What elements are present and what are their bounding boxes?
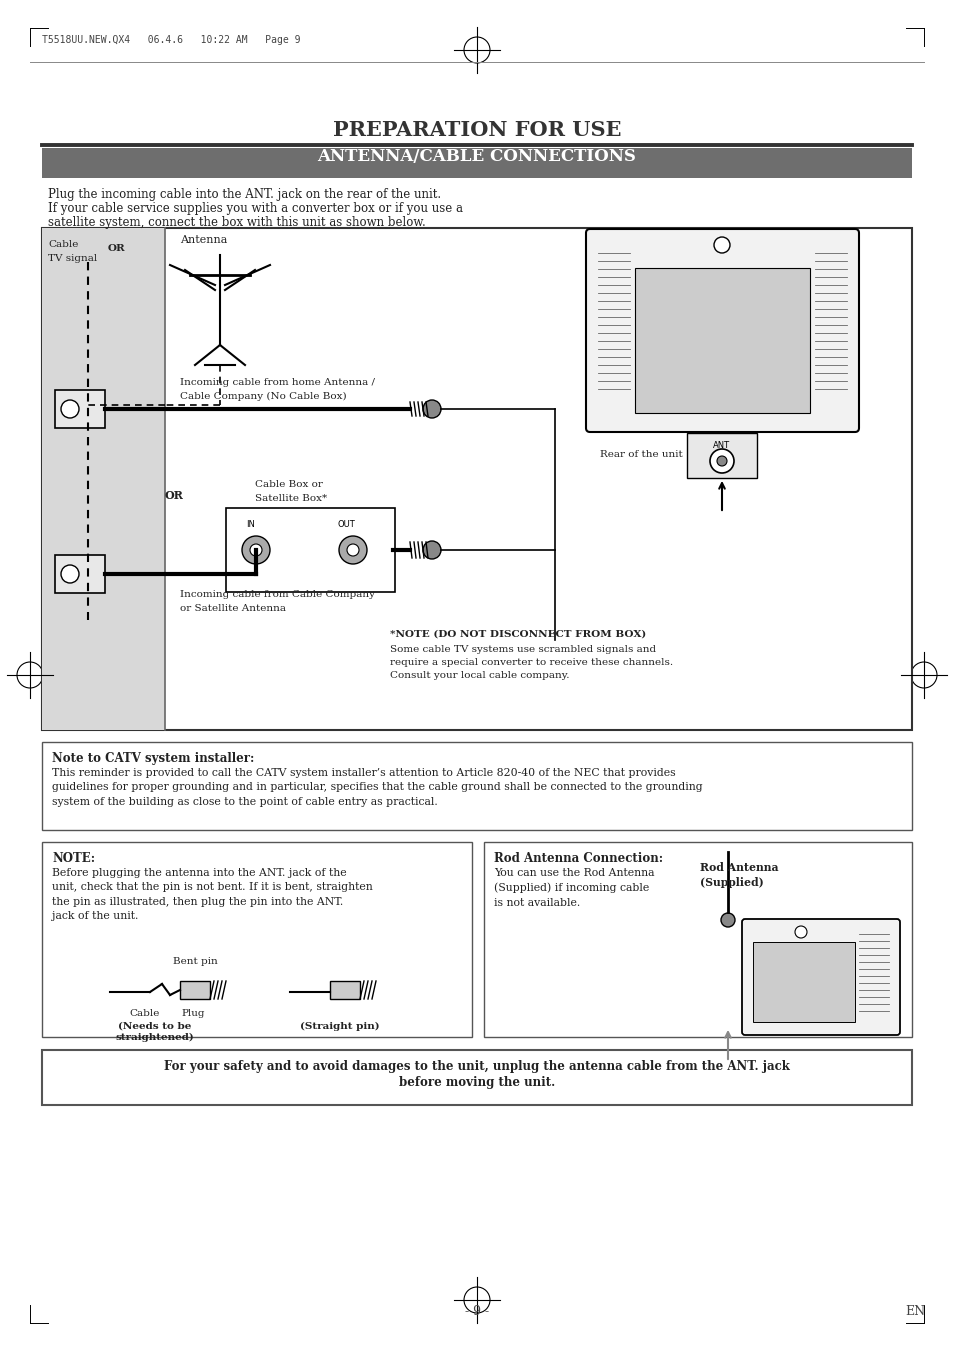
Text: Rear of the unit: Rear of the unit xyxy=(599,450,682,459)
Bar xyxy=(42,228,911,730)
Circle shape xyxy=(720,913,734,927)
FancyBboxPatch shape xyxy=(585,230,858,432)
Text: Plug the incoming cable into the ANT. jack on the rear of the unit.: Plug the incoming cable into the ANT. ja… xyxy=(48,188,440,201)
Text: PREPARATION FOR USE: PREPARATION FOR USE xyxy=(333,120,620,141)
Text: or Satellite Antenna: or Satellite Antenna xyxy=(180,604,286,613)
Text: (Needs to be
straightened): (Needs to be straightened) xyxy=(115,1021,194,1042)
Text: *NOTE (DO NOT DISCONNECT FROM BOX): *NOTE (DO NOT DISCONNECT FROM BOX) xyxy=(390,630,645,639)
Bar xyxy=(330,981,359,998)
Text: Incoming cable from home Antenna /: Incoming cable from home Antenna / xyxy=(180,378,375,386)
Bar xyxy=(180,981,210,998)
Text: Note to CATV system installer:: Note to CATV system installer: xyxy=(52,753,254,765)
Text: NOTE:: NOTE: xyxy=(52,852,95,865)
Text: For your safety and to avoid damages to the unit, unplug the antenna cable from : For your safety and to avoid damages to … xyxy=(164,1061,789,1073)
Circle shape xyxy=(61,400,79,417)
Circle shape xyxy=(347,544,358,557)
Text: (Straight pin): (Straight pin) xyxy=(300,1021,379,1031)
Bar xyxy=(483,842,911,1038)
Text: Incoming cable from Cable Company: Incoming cable from Cable Company xyxy=(180,590,375,598)
Circle shape xyxy=(422,400,440,417)
Circle shape xyxy=(713,236,729,253)
Bar xyxy=(42,228,165,730)
Text: Plug: Plug xyxy=(181,1009,205,1019)
Text: Cable: Cable xyxy=(130,1009,160,1019)
Circle shape xyxy=(717,457,726,466)
Text: Cable Company (No Cable Box): Cable Company (No Cable Box) xyxy=(180,392,346,401)
Bar xyxy=(686,434,757,478)
Circle shape xyxy=(794,925,806,938)
Text: TV signal: TV signal xyxy=(48,254,97,263)
Circle shape xyxy=(709,449,733,473)
Text: Rod Antenna Connection:: Rod Antenna Connection: xyxy=(494,852,662,865)
Bar xyxy=(55,390,105,428)
Text: OR: OR xyxy=(108,245,126,253)
Text: Some cable TV systems use scrambled signals and
require a special converter to r: Some cable TV systems use scrambled sign… xyxy=(390,644,673,680)
Text: EN: EN xyxy=(904,1305,924,1319)
Circle shape xyxy=(250,544,262,557)
Text: Rod Antenna
(Supplied): Rod Antenna (Supplied) xyxy=(700,862,778,888)
Circle shape xyxy=(61,565,79,584)
Text: You can use the Rod Antenna
(Supplied) if incoming cable
is not available.: You can use the Rod Antenna (Supplied) i… xyxy=(494,867,654,908)
Text: Before plugging the antenna into the ANT. jack of the
unit, check that the pin i: Before plugging the antenna into the ANT… xyxy=(52,867,373,921)
Text: ANT: ANT xyxy=(713,440,730,450)
Text: ANTENNA/CABLE CONNECTIONS: ANTENNA/CABLE CONNECTIONS xyxy=(317,149,636,165)
Text: Cable: Cable xyxy=(48,240,78,249)
Bar xyxy=(55,555,105,593)
Text: IN: IN xyxy=(246,520,254,530)
Bar xyxy=(42,149,911,178)
Text: Cable Box or: Cable Box or xyxy=(254,480,322,489)
Bar xyxy=(42,842,472,1038)
Bar xyxy=(752,942,854,1021)
Text: Satellite Box*: Satellite Box* xyxy=(254,494,327,503)
Text: If your cable service supplies you with a converter box or if you use a: If your cable service supplies you with … xyxy=(48,203,462,215)
Text: This reminder is provided to call the CATV system installer’s attention to Artic: This reminder is provided to call the CA… xyxy=(52,767,702,807)
Text: T5518UU.NEW.QX4   06.4.6   10:22 AM   Page 9: T5518UU.NEW.QX4 06.4.6 10:22 AM Page 9 xyxy=(42,35,300,45)
FancyBboxPatch shape xyxy=(226,508,395,592)
Bar xyxy=(42,1050,911,1105)
Text: satellite system, connect the box with this unit as shown below.: satellite system, connect the box with t… xyxy=(48,216,425,230)
Text: OR: OR xyxy=(165,490,184,501)
Bar xyxy=(635,267,809,413)
Text: - 9 -: - 9 - xyxy=(464,1305,489,1319)
Circle shape xyxy=(242,536,270,563)
Bar xyxy=(42,742,911,830)
Circle shape xyxy=(422,540,440,559)
Circle shape xyxy=(338,536,367,563)
FancyBboxPatch shape xyxy=(741,919,899,1035)
Text: before moving the unit.: before moving the unit. xyxy=(398,1075,555,1089)
Text: OUT: OUT xyxy=(337,520,355,530)
Text: Bent pin: Bent pin xyxy=(172,957,217,966)
Text: Antenna: Antenna xyxy=(180,235,227,245)
